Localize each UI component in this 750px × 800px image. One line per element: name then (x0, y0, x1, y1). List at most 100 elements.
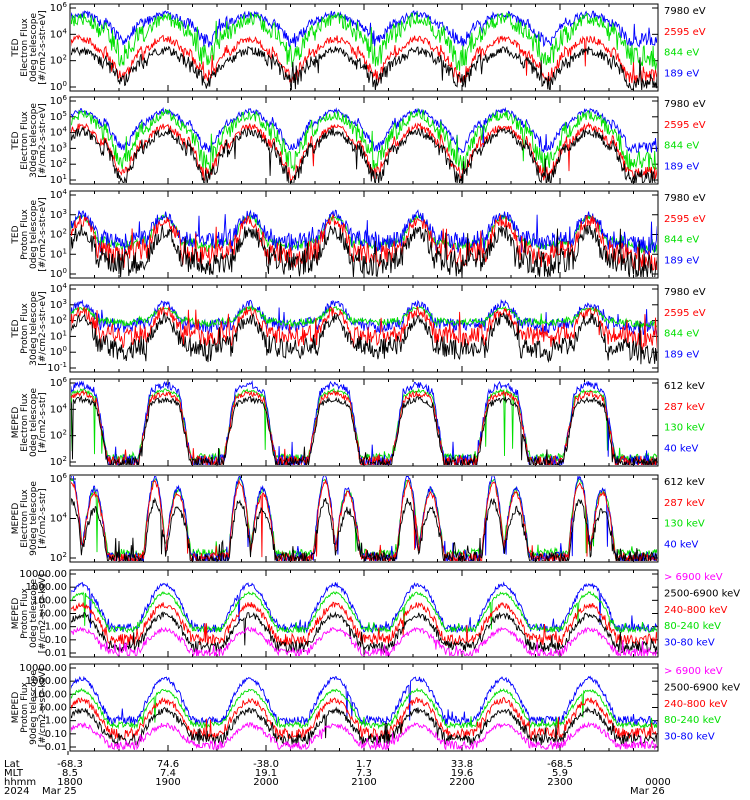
legend-entry: 7980 eV (664, 99, 706, 110)
y-tick-label: 104 (50, 282, 68, 295)
x-label-hhmm: 1900 (155, 777, 180, 788)
y-tick-label: 102 (50, 551, 67, 564)
legend-entry: 189 eV (664, 255, 699, 266)
y-tick-label: 106 (50, 94, 68, 107)
series-group (71, 476, 657, 561)
y-tick-label: 101 (50, 247, 67, 260)
legend-entry: 40 keV (664, 539, 698, 550)
y-tick-label: 0.01 (45, 742, 67, 753)
y-tick-label: 102 (50, 455, 67, 468)
legend-entry: 40 keV (664, 443, 698, 454)
x-label-lat: -68.5 (547, 759, 573, 770)
x-label-hhmm: 2300 (547, 777, 572, 788)
y-tick-label: 1000.00 (26, 582, 67, 593)
legend-entry: 612 keV (664, 381, 705, 392)
series-line-red (71, 306, 657, 352)
legend-entry: 130 keV (664, 423, 705, 434)
legend-entry: 30-80 keV (664, 732, 715, 743)
series-line-red (71, 34, 657, 85)
legend-entry: 7980 eV (664, 287, 706, 298)
y-tick-label: 1.00 (45, 622, 67, 633)
series-line-magenta (71, 626, 657, 656)
legend-entry: 2595 eV (664, 308, 706, 319)
y-tick-label: 100.00 (32, 689, 67, 700)
panel-7: 10000.00 1000.00 100.00 10.00 1.00 0.10 0.01ME… (11, 569, 740, 659)
series-line-black (71, 395, 657, 465)
series-group (71, 106, 657, 183)
x-label-hhmm: 2000 (253, 777, 278, 788)
y-axis-label: TEDElectron Flux0deg telescope[#/cm2-s-s… (11, 10, 48, 85)
legend-entry: 240-800 keV (664, 605, 728, 616)
y-tick-label: 10-1 (47, 361, 67, 374)
series-line-black (71, 311, 657, 365)
x-label-hhmm: 1800 (57, 777, 82, 788)
legend-entry: 189 eV (664, 68, 699, 79)
y-tick-label: 101 (50, 329, 67, 342)
y-tick-label: 10000.00 (19, 569, 67, 580)
y-tick-label: 102 (50, 54, 67, 67)
x-label-lat: 33.8 (451, 759, 473, 770)
series-line-black (71, 497, 657, 561)
legend-entry: 189 eV (664, 161, 699, 172)
x-row-label: MLT (4, 768, 24, 779)
series-group (71, 10, 657, 90)
y-tick-label: 100 (50, 80, 67, 93)
y-tick-label: 103 (50, 298, 67, 311)
series-line-red (71, 389, 657, 465)
y-tick-label: 10.00 (38, 609, 67, 620)
x-label-hhmm: 0000 (645, 777, 670, 788)
series-line-green (71, 687, 657, 730)
y-tick-label: 102 (50, 157, 67, 170)
series-line-blue (71, 10, 657, 49)
series-group (71, 209, 657, 277)
y-tick-label: 1000.00 (26, 676, 67, 687)
y-tick-label: 10.00 (38, 703, 67, 714)
y-tick-label: 104 (50, 27, 68, 40)
y-tick-label: 1.00 (45, 716, 67, 727)
x-label-mlt: 7.3 (356, 768, 372, 779)
y-tick-label: 101 (50, 173, 67, 186)
y-tick-label: 106 (50, 376, 68, 389)
x-label-hhmm: 2100 (351, 777, 376, 788)
x-label-date: Mar 26 (630, 786, 665, 797)
x-label-mlt: 19.1 (255, 768, 277, 779)
y-tick-label: 100 (50, 267, 67, 280)
legend-entry: > 6900 keV (664, 666, 723, 677)
y-axis-label: TEDProton Flux30deg telescope[#/cm2-s-st… (11, 291, 48, 366)
legend-entry: 2500-6900 keV (664, 588, 740, 599)
x-row-label: 2024 (4, 786, 29, 797)
x-label-lat: 1.7 (356, 759, 372, 770)
legend-entry: 844 eV (664, 235, 699, 246)
x-label-date: Mar 25 (42, 786, 77, 797)
x-label-lat: 74.6 (157, 759, 179, 770)
legend-entry: 287 keV (664, 402, 705, 413)
legend-entry: 2595 eV (664, 214, 706, 225)
legend-entry: 287 keV (664, 498, 705, 509)
x-row-label: Lat (4, 759, 20, 770)
y-tick-label: 106 (50, 472, 68, 485)
y-tick-label: 106 (50, 1, 68, 14)
y-tick-label: 105 (50, 110, 67, 123)
x-label-lat: -38.0 (253, 759, 279, 770)
series-line-black (71, 706, 657, 747)
series-line-black (71, 611, 657, 654)
legend-entry: 80-240 keV (664, 621, 721, 632)
x-label-mlt: 19.6 (451, 768, 473, 779)
x-label-mlt: 5.9 (552, 768, 568, 779)
legend-entry: 2595 eV (664, 27, 706, 38)
legend-entry: 7980 eV (664, 193, 706, 204)
x-label-hhmm: 2200 (449, 777, 474, 788)
y-tick-label: 104 (50, 402, 68, 415)
y-tick-label: 0.01 (45, 648, 67, 659)
panel-8: 10000.00 1000.00 100.00 10.00 1.00 0.10 0.01ME… (11, 663, 740, 753)
legend-entry: 844 eV (664, 48, 699, 59)
y-axis-label: TEDElectron Flux30deg telescope[#/cm2-s-… (11, 103, 48, 178)
series-line-blue (71, 476, 657, 561)
legend-entry: 612 keV (664, 477, 705, 488)
y-tick-label: 102 (50, 314, 67, 327)
legend-entry: > 6900 keV (664, 572, 723, 583)
